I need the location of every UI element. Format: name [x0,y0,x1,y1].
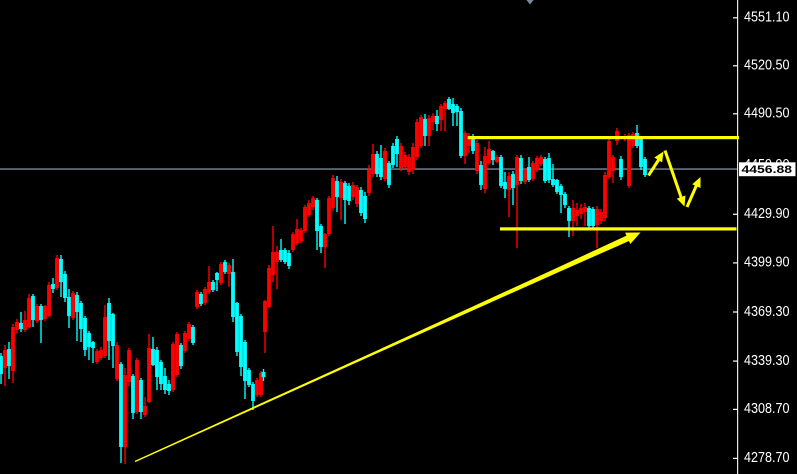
svg-text:4339.30: 4339.30 [744,353,790,369]
svg-text:4308.70: 4308.70 [744,401,790,417]
svg-text:4369.30: 4369.30 [744,304,790,320]
svg-text:4520.50: 4520.50 [744,58,790,74]
svg-text:4429.90: 4429.90 [744,206,790,222]
svg-text:4551.10: 4551.10 [744,10,790,26]
svg-text:4399.90: 4399.90 [744,255,790,271]
svg-text:4490.50: 4490.50 [744,106,790,122]
svg-text:4278.70: 4278.70 [744,450,790,466]
svg-text:4456.88: 4456.88 [742,164,793,176]
